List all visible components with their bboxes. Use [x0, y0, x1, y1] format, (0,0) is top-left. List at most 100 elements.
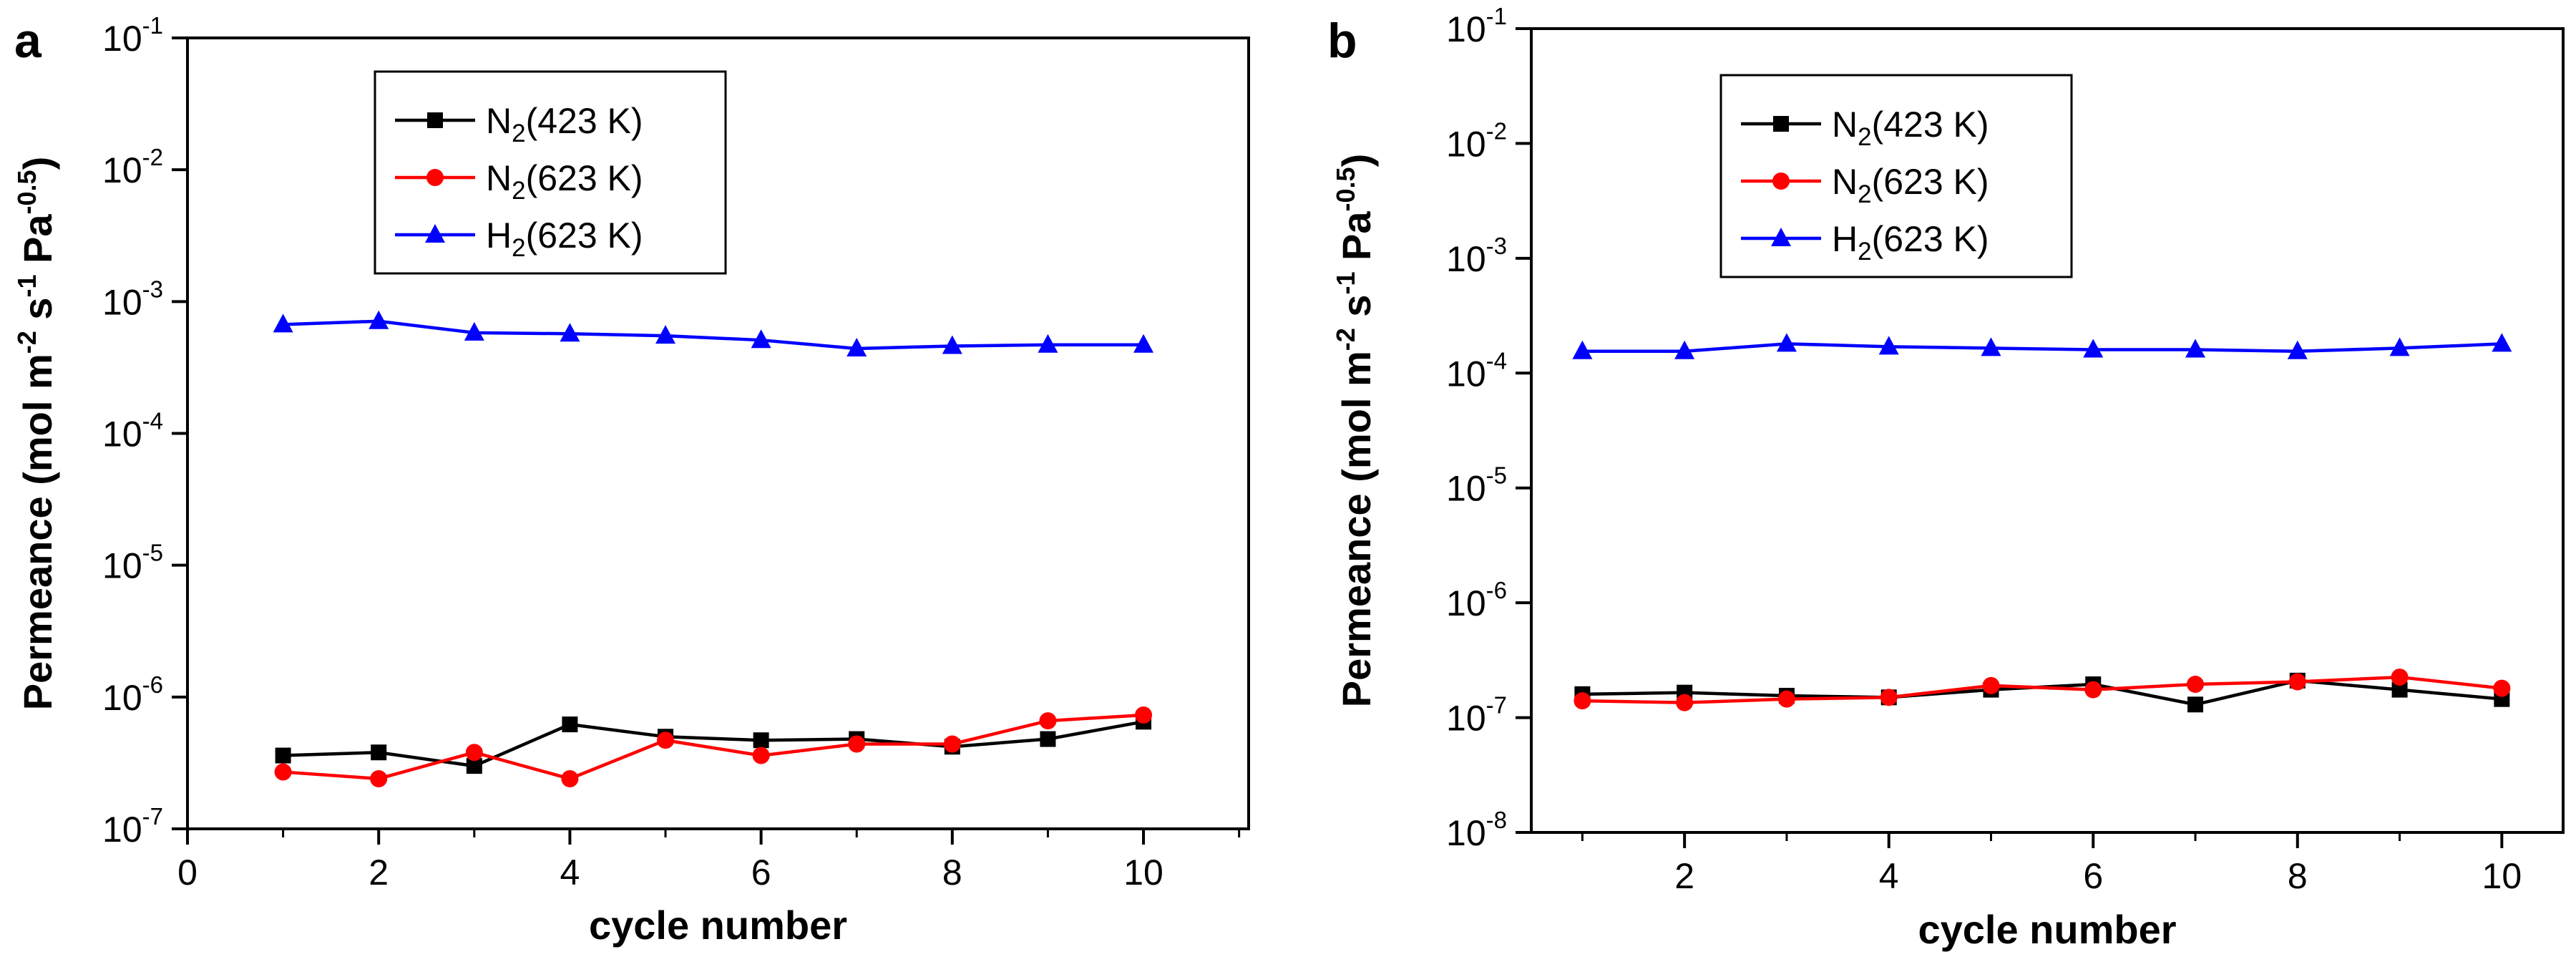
legend-label: H2(623 K) [486, 215, 643, 262]
series-line [283, 319, 1144, 351]
panel-a: a 0 2 4 6 8 10 10-7 10-6 10-5 10-4 10-3 10-2 10-1 cycl… [12, 12, 1250, 948]
data-point [1878, 336, 1899, 355]
legend-marker [1772, 172, 1790, 190]
x-tick-label: 10 [1123, 852, 1163, 893]
y-tick-label: 10-1 [102, 12, 163, 59]
data-point [752, 747, 770, 764]
data-point [370, 769, 388, 787]
series-line [1582, 342, 2502, 354]
legend-marker [427, 112, 443, 128]
data-point [560, 323, 580, 342]
data-point [466, 758, 482, 774]
data-point [2391, 681, 2408, 698]
data-point [2493, 679, 2511, 697]
data-point [2389, 337, 2410, 356]
data-point [1880, 689, 1898, 706]
data-point [943, 735, 961, 753]
data-point [753, 732, 769, 749]
data-point [2287, 340, 2308, 359]
data-point [2185, 339, 2206, 358]
data-point [751, 329, 771, 349]
x-axis-title: cycle number [589, 903, 847, 948]
data-point [2391, 669, 2409, 686]
x-tick-label: 0 [177, 852, 197, 893]
data-point [2084, 681, 2102, 699]
panel-label: a [14, 14, 42, 68]
data-point [561, 769, 579, 787]
data-point [942, 335, 962, 354]
data-point [274, 763, 292, 781]
x-axis-title: cycle number [1918, 907, 2176, 952]
legend-label: N2(623 K) [486, 158, 643, 205]
y-tick-label: 10-5 [1446, 462, 1507, 509]
data-point [371, 744, 387, 761]
y-tick-label: 10-7 [102, 803, 163, 850]
series-line [1582, 675, 2502, 704]
data-point [369, 310, 389, 329]
legend-marker [426, 169, 444, 186]
series-2 [1572, 333, 2512, 359]
y-axis-title: Permeance (mol m-2 s-1 Pa-0.5) [1331, 154, 1379, 707]
series-1 [274, 706, 1153, 787]
data-point [848, 735, 866, 753]
data-point [562, 716, 578, 733]
data-point [847, 337, 867, 356]
x-tick-label: 8 [2288, 856, 2308, 896]
y-tick-label: 10-6 [102, 671, 163, 718]
series-0 [275, 714, 1152, 774]
x-tick-label: 2 [1674, 856, 1694, 896]
x-tick-label: 4 [560, 852, 580, 893]
data-point [1981, 337, 2001, 356]
legend-label: N2(423 K) [486, 101, 643, 147]
legend-marker [425, 224, 445, 243]
legend-label: N2(623 K) [1832, 162, 1989, 208]
legend-label: N2(423 K) [1832, 105, 1989, 151]
x-tick-label: 6 [751, 852, 771, 893]
series-1 [1574, 669, 2511, 711]
data-point [1574, 692, 1591, 710]
legend-marker [1773, 116, 1789, 132]
data-point [2187, 676, 2205, 694]
data-point [1674, 340, 1695, 359]
data-point [1038, 334, 1058, 353]
y-tick-label: 10-3 [102, 276, 163, 322]
y-tick-label: 10-1 [1446, 3, 1507, 49]
data-point [1133, 334, 1154, 353]
data-point [1776, 333, 1797, 352]
y-tick-label: 10-4 [102, 408, 163, 455]
x-tick-label: 2 [369, 852, 389, 893]
data-point [465, 744, 483, 762]
y-tick-label: 10-5 [102, 540, 163, 586]
data-point [1676, 694, 1694, 711]
y-tick-label: 10-4 [1446, 347, 1507, 394]
data-point [1572, 340, 1593, 359]
data-point [464, 321, 484, 341]
y-axis-title: Permeance (mol m-2 s-1 Pa-0.5) [12, 157, 60, 710]
y-tick-label: 10-7 [1446, 692, 1507, 739]
data-point [655, 325, 676, 344]
data-point [2187, 696, 2204, 713]
legend-marker [1771, 228, 1791, 246]
data-point [273, 314, 293, 333]
data-point [1777, 690, 1795, 708]
data-point [2492, 333, 2512, 352]
legend-label: H2(623 K) [1832, 219, 1989, 266]
data-point [275, 747, 291, 764]
series-line [283, 720, 1144, 768]
data-point [1982, 676, 2000, 694]
legend: N2(423 K) N2(623 K) H2(623 K) [1719, 74, 2073, 278]
y-tick-label: 10-3 [1446, 233, 1507, 279]
series-2 [273, 310, 1154, 356]
y-tick-label: 10-2 [102, 144, 163, 190]
y-tick-label: 10-8 [1446, 807, 1507, 853]
x-tick-label: 8 [942, 852, 962, 893]
legend: N2(423 K) N2(623 K) H2(623 K) [374, 70, 727, 275]
x-tick-label: 4 [1879, 856, 1899, 896]
data-point [1040, 731, 1056, 747]
data-point [2083, 339, 2104, 358]
data-point [1039, 712, 1057, 730]
data-point [2288, 673, 2306, 691]
y-tick-label: 10-6 [1446, 577, 1507, 623]
x-tick-label: 6 [2083, 856, 2103, 896]
